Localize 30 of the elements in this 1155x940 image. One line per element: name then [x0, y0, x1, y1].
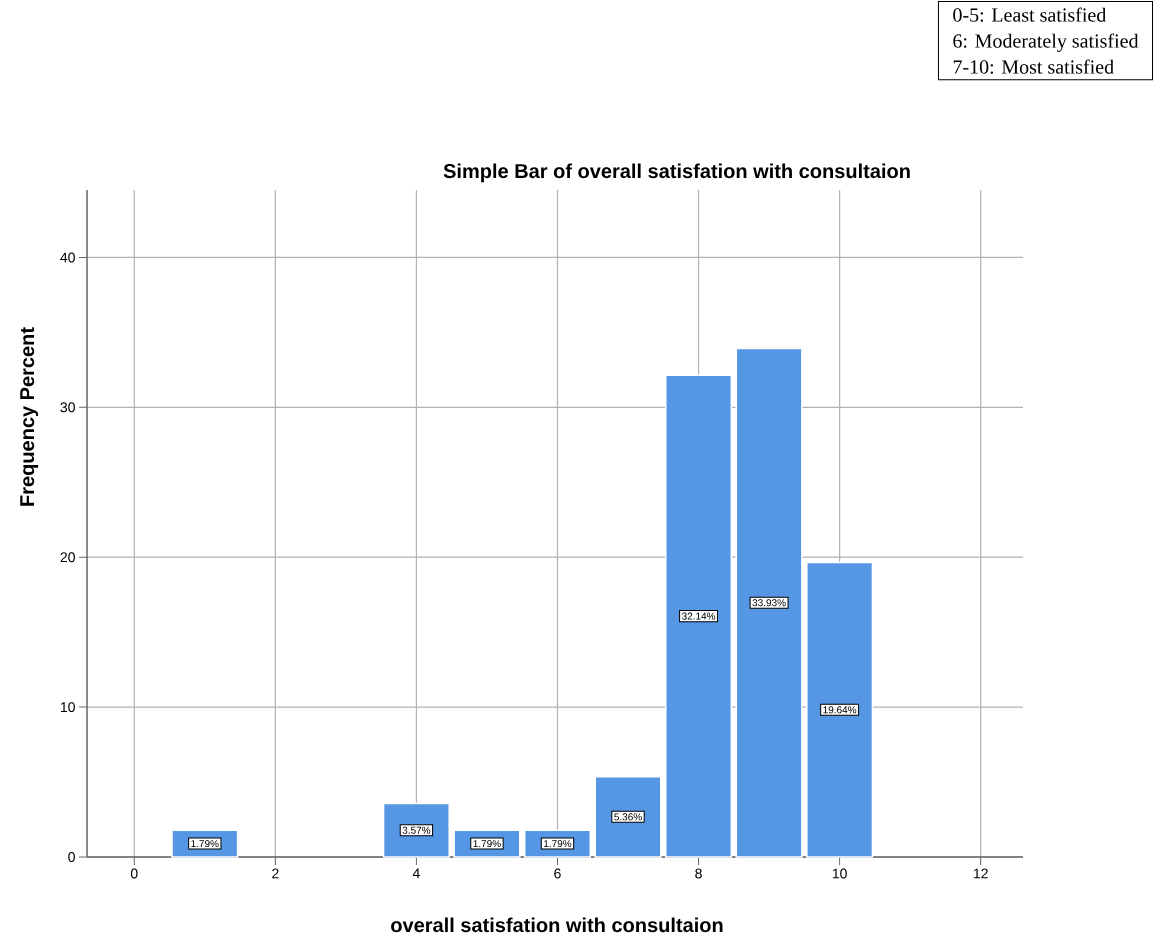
- y-tick-label: 40: [60, 252, 75, 263]
- bar: [594, 775, 662, 858]
- data-label: 1.79%: [544, 840, 572, 848]
- y-tick-label: 20: [60, 552, 75, 563]
- x-tick-label: 8: [695, 868, 702, 879]
- text: 7-10: Most satisfied: [953, 59, 1114, 74]
- text: 0-5: Least satisfied: [953, 7, 1107, 22]
- data-label: 33.93%: [752, 599, 786, 607]
- chart-title: Simple Bar of overall satisfation with consultaion: [443, 163, 910, 183]
- data-label: 1.79%: [191, 840, 219, 848]
- text: 6: Moderately satisfied: [953, 33, 1139, 52]
- x-axis-title: overall satisfation with consultaion: [391, 917, 723, 933]
- x-tick-label: 12: [973, 868, 988, 879]
- data-label: 32.14%: [681, 612, 716, 620]
- x-tick-label: 4: [412, 868, 420, 879]
- data-label: 19.64%: [823, 706, 857, 714]
- x-tick-label: 0: [130, 868, 138, 879]
- bar: [806, 561, 874, 858]
- y-tick-label: 10: [60, 702, 75, 713]
- data-label: 1.79%: [473, 840, 501, 848]
- x-tick-label: 10: [832, 868, 847, 879]
- x-tick-label: 2: [272, 868, 279, 879]
- bar: [665, 374, 733, 858]
- bar: [735, 347, 803, 858]
- y-tick-label: 30: [60, 402, 75, 413]
- data-label: 5.36%: [614, 813, 642, 821]
- y-tick-label: 0: [68, 852, 75, 862]
- y-axis-title: Frequency Percent: [20, 327, 39, 506]
- x-tick-label: 6: [554, 868, 561, 879]
- data-label: 3.57%: [402, 826, 431, 834]
